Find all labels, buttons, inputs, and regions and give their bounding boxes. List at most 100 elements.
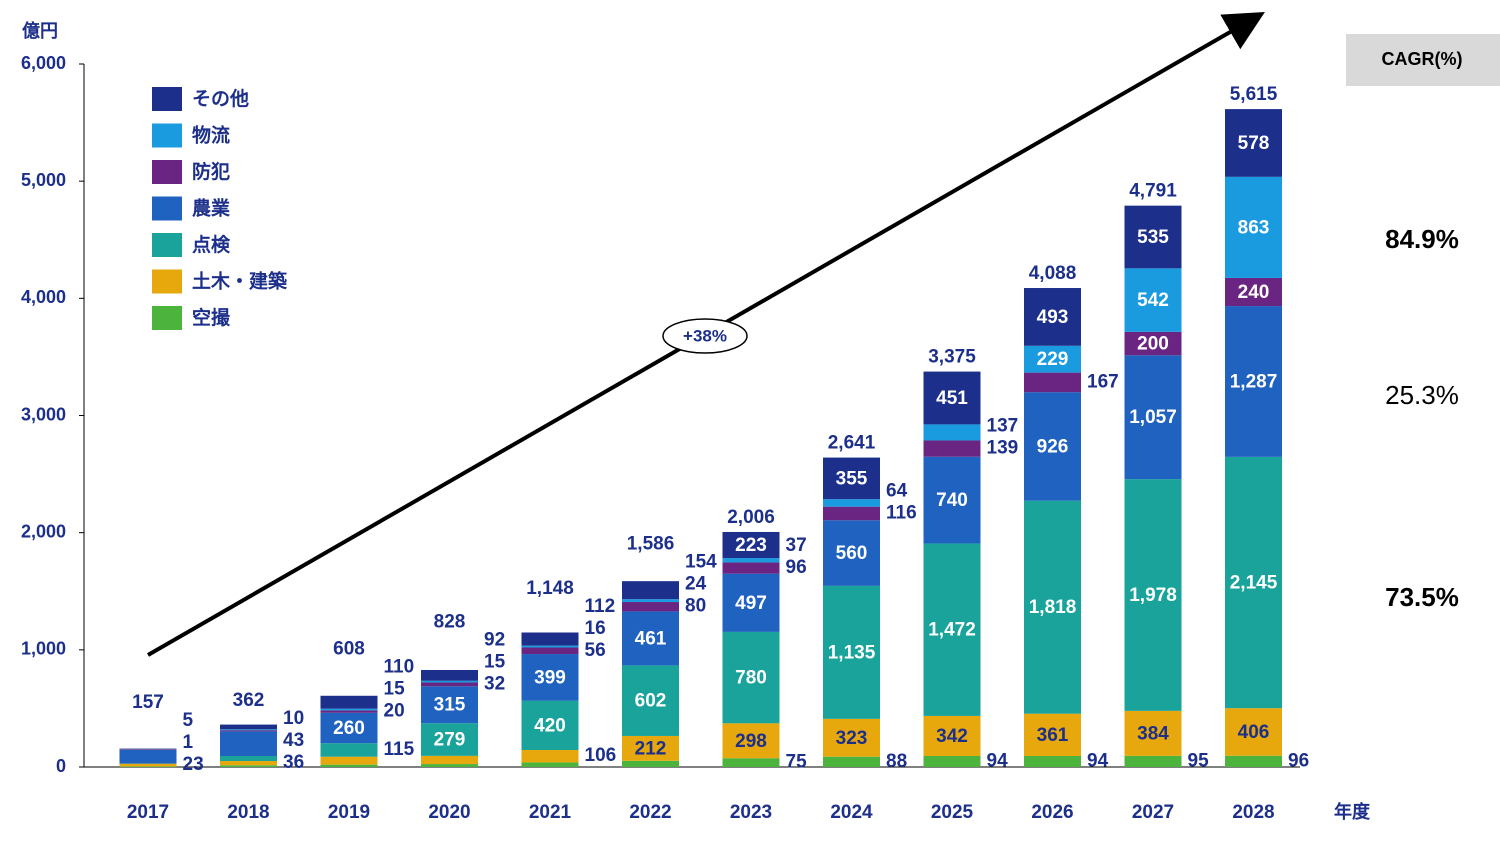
- data-label: 1,978: [1129, 585, 1177, 606]
- data-label: 110: [384, 657, 415, 678]
- total-label: 3,375: [928, 347, 976, 368]
- bar-segment: [321, 757, 378, 765]
- data-label: 342: [936, 726, 968, 747]
- y-tick-label: 5,000: [21, 170, 66, 190]
- bar-segment: [522, 647, 579, 654]
- data-label: 5: [183, 710, 194, 731]
- bar-segment: [723, 558, 780, 562]
- legend-swatch: [152, 197, 182, 221]
- data-label: 1,057: [1129, 407, 1177, 428]
- y-tick-label: 0: [56, 756, 66, 776]
- y-unit: 億円: [22, 20, 58, 41]
- data-label: 94: [1087, 751, 1109, 772]
- bar-segment: [1024, 373, 1081, 393]
- x-tick-label: 2024: [830, 802, 873, 823]
- data-label: 75: [786, 752, 808, 773]
- data-label: 229: [1037, 349, 1069, 370]
- data-label: 535: [1137, 227, 1169, 248]
- y-tick-label: 4,000: [21, 287, 66, 307]
- data-label: 106: [585, 745, 617, 766]
- bar-segment: [1225, 756, 1282, 767]
- total-label: 1,586: [627, 534, 675, 555]
- x-tick-label: 2026: [1031, 802, 1073, 823]
- y-tick-label: 1,000: [21, 639, 66, 659]
- data-label: 139: [987, 438, 1019, 459]
- data-label: 20: [384, 701, 405, 722]
- y-tick-label: 6,000: [21, 53, 66, 73]
- data-label: 24: [685, 574, 707, 595]
- x-unit: 年度: [1334, 801, 1371, 822]
- bar-segment: [622, 581, 679, 599]
- data-label: 315: [434, 695, 466, 716]
- bar-segment: [220, 725, 277, 730]
- data-label: 137: [987, 416, 1019, 437]
- data-label: 94: [987, 751, 1009, 772]
- data-label: 298: [735, 731, 767, 752]
- legend-swatch: [152, 270, 182, 294]
- total-label: 2,006: [727, 507, 775, 528]
- data-label: 43: [283, 730, 304, 751]
- data-label: 420: [534, 715, 566, 736]
- legend-swatch: [152, 233, 182, 257]
- bar-segment: [421, 670, 478, 681]
- data-label: 384: [1137, 723, 1169, 744]
- bar-segment: [723, 562, 780, 573]
- total-label: 4,088: [1029, 263, 1077, 284]
- bar-segment: [1125, 756, 1182, 767]
- data-label: 461: [635, 628, 667, 649]
- data-label: 493: [1037, 307, 1069, 328]
- x-tick-label: 2020: [428, 802, 470, 823]
- data-label: 64: [886, 480, 908, 501]
- bar-segment: [421, 764, 478, 767]
- bar-segment: [823, 499, 880, 506]
- y-tick-label: 3,000: [21, 404, 66, 424]
- legend-swatch: [152, 160, 182, 184]
- bar-segment: [321, 743, 378, 756]
- bar-segment: [421, 683, 478, 687]
- data-label: 88: [886, 751, 907, 772]
- data-label: 95: [1188, 750, 1210, 771]
- bar-segment: [823, 507, 880, 521]
- bar-segment: [622, 602, 679, 611]
- cagr-value: 73.5%: [1385, 582, 1459, 612]
- bar-segment: [522, 646, 579, 648]
- bar-segment: [1024, 756, 1081, 767]
- data-label: 96: [786, 557, 807, 578]
- data-label: 740: [936, 490, 968, 511]
- bar-segment: [321, 696, 378, 709]
- data-label: 260: [333, 718, 365, 739]
- annotation: +38%: [683, 326, 727, 345]
- bar-segment: [321, 710, 378, 712]
- data-label: 23: [183, 754, 204, 775]
- bar-segment: [120, 766, 177, 767]
- x-tick-label: 2025: [931, 802, 974, 823]
- x-tick-label: 2018: [227, 802, 269, 823]
- total-label: 1,148: [526, 578, 574, 599]
- data-label: 560: [836, 543, 868, 564]
- data-label: 96: [1288, 750, 1309, 771]
- cagr-value: 84.9%: [1385, 224, 1459, 254]
- bar-segment: [421, 756, 478, 764]
- bar-segment: [421, 681, 478, 683]
- bar-segment: [622, 761, 679, 767]
- data-label: 15: [384, 679, 406, 700]
- bar-segment: [220, 761, 277, 765]
- legend-swatch: [152, 306, 182, 330]
- bar-segment: [220, 729, 277, 730]
- data-label: 926: [1037, 436, 1069, 457]
- x-tick-label: 2022: [629, 802, 671, 823]
- legend-label: 空撮: [192, 306, 231, 329]
- data-label: 542: [1137, 290, 1169, 311]
- data-label: 10: [283, 708, 304, 729]
- cagr-title: CAGR(%): [1382, 49, 1463, 69]
- legend-label: その他: [192, 87, 249, 110]
- legend-label: 防犯: [192, 160, 230, 183]
- data-label: 212: [635, 738, 667, 759]
- bar-segment: [120, 764, 177, 767]
- data-label: 399: [534, 667, 566, 688]
- data-label: 2,145: [1230, 573, 1278, 594]
- y-tick-label: 2,000: [21, 521, 66, 541]
- legend-label: 土木・建築: [192, 270, 288, 293]
- legend-swatch: [152, 124, 182, 148]
- bar-segment: [924, 756, 981, 767]
